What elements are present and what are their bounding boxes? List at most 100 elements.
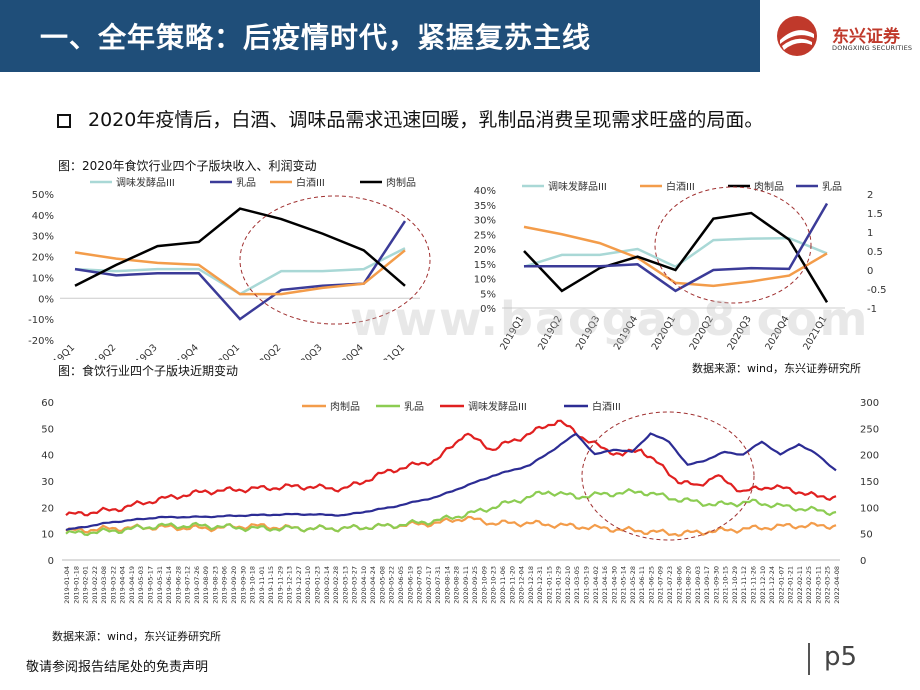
x-tick-label: 2020-08-14 <box>443 566 451 604</box>
x-tick-label: 2019-04-19 <box>128 566 136 604</box>
y2-tick-label: 0.5 <box>867 247 883 258</box>
x-tick-label: 2022-02-25 <box>805 566 813 604</box>
logo-name: 东兴证券 <box>832 27 900 47</box>
chart-quarterly-dual-axis: 40% 35% 30% 25% 20% 15% 10% 5% 0% 2 1.5 1 0.5 0 -0.5 -1… <box>474 180 887 352</box>
x-tick-label: 2021-06-11 <box>638 566 646 604</box>
x-tick-label: 2021-09-03 <box>694 566 702 604</box>
x-tick-label: 2020-06-19 <box>406 566 414 604</box>
x-tick-label: 2020-07-03 <box>416 566 424 604</box>
x-tick-label: 2019-05-17 <box>146 566 154 604</box>
highlight-ellipse <box>581 411 755 541</box>
series-line-1 <box>523 225 828 288</box>
y-tick-label: 5% <box>480 289 496 300</box>
y-tick-label: 15% <box>474 260 496 271</box>
y2-tick-label: 1.5 <box>867 209 883 220</box>
y-tick-label: 60 <box>41 398 54 409</box>
series-line-2 <box>65 419 837 517</box>
x-tick-label: 2019-08-23 <box>211 566 219 604</box>
x-tick-label: 2019-11-29 <box>276 566 284 604</box>
x-tick-label: 2019-10-18 <box>249 566 257 604</box>
y2-tick-label: 0 <box>860 556 866 567</box>
y2-tick-label: 1 <box>867 228 873 239</box>
x-tick-label: 2021-09-30 <box>712 566 720 604</box>
x-tick-label: 2019-06-28 <box>174 566 182 604</box>
x-tick-label: 2019-11-01 <box>258 566 266 604</box>
x-tick-label: 2021-11-26 <box>750 566 758 604</box>
y-tick-label: 40% <box>32 211 54 222</box>
x-tick-label: 2019-01-18 <box>72 566 80 604</box>
x-tick-label: 2019-09-30 <box>239 566 247 604</box>
y-tick-label: 20% <box>32 253 54 264</box>
series-line-2 <box>523 211 829 303</box>
x-tick-label: 2020-12-31 <box>536 566 544 604</box>
y2-tick-label: 300 <box>860 398 879 409</box>
x-tick-label: 2021-08-20 <box>685 566 693 604</box>
legend-label: 肉制品 <box>754 180 784 193</box>
x-tick-label: 2020-10-23 <box>490 566 498 604</box>
x-tick-label: 2019-04-04 <box>119 566 127 604</box>
x-tick-label: 2020-04-10 <box>360 566 368 604</box>
x-tick-label: 2021-09-17 <box>703 566 711 604</box>
legend-label: 乳品 <box>404 400 424 413</box>
x-tick-label: 2019-02-22 <box>91 566 99 604</box>
y-tick-label: 20 <box>41 503 54 514</box>
x-tick-label: 2019Q2 <box>84 342 118 360</box>
legend-label: 调味发酵品III <box>468 400 527 413</box>
y2-tick-label: 200 <box>860 451 879 462</box>
y-tick-label: 30 <box>41 477 54 488</box>
y2-tick-label: 150 <box>860 477 879 488</box>
brand-logo: 东兴证券 DONGXING SECURITIES <box>762 0 920 72</box>
series-line-1 <box>65 488 837 537</box>
y-tick-label: 10 <box>41 530 54 541</box>
legend-label: 乳品 <box>236 176 256 189</box>
x-tick-label: 2020-07-31 <box>434 566 442 604</box>
bullet-text: 2020年疫情后，白酒、调味品需求迅速回暖，乳制品消费呈现需求旺盛的局面。 <box>88 109 764 131</box>
x-tick-label: 2019-07-12 <box>184 566 192 604</box>
y-tick-label: -10% <box>28 315 54 326</box>
series-line-3 <box>74 207 406 287</box>
legend-label: 调味发酵品III <box>116 176 175 189</box>
x-tick-label: 2019Q3 <box>125 342 159 360</box>
x-tick-label: 2020-05-22 <box>388 566 396 604</box>
header-bar: 一、全年策略：后疫情时代，紧握复苏主线 <box>0 0 760 72</box>
watermark: www.baogao8.com <box>350 292 870 346</box>
x-tick-label: 2020Q3 <box>290 342 324 360</box>
chart-recent-trend: 60504030201003002502001501005002019-01-0… <box>41 398 879 604</box>
y-tick-label: 0% <box>38 294 54 305</box>
x-tick-label: 2019-05-31 <box>156 566 164 604</box>
highlight-ellipse <box>239 195 431 325</box>
y2-tick-label: 0 <box>867 266 873 277</box>
x-tick-label: 2021-05-14 <box>620 566 628 604</box>
series-line-2 <box>74 249 406 296</box>
x-tick-label: 2019-02-01 <box>82 566 90 604</box>
legend-label: 白酒III <box>666 180 695 193</box>
x-tick-label: 2021-12-10 <box>759 566 767 604</box>
x-tick-label: 2021-03-19 <box>583 566 591 604</box>
y-tick-label: 50% <box>32 190 54 201</box>
y-tick-label: 30% <box>32 232 54 243</box>
x-tick-label: 2021-07-23 <box>666 566 674 604</box>
x-tick-label: 2021-11-12 <box>740 566 748 604</box>
chart1-caption: 图：2020年食饮行业四个子版块收入、利润变动 <box>58 159 317 173</box>
series-line-0 <box>74 247 406 296</box>
x-tick-label: 2021-10-15 <box>722 566 730 604</box>
x-tick-label: 2021-04-16 <box>601 566 609 604</box>
x-tick-label: 2019-03-22 <box>109 566 117 604</box>
y-tick-label: 0 <box>48 556 54 567</box>
y2-tick-label: 250 <box>860 424 879 435</box>
y-tick-label: 35% <box>474 201 496 212</box>
y-tick-label: -20% <box>28 336 54 347</box>
y-tick-label: 30% <box>474 216 496 227</box>
x-tick-label: 2022-04-08 <box>833 566 841 604</box>
series-line-0 <box>523 236 828 269</box>
x-tick-label: 2021-04-02 <box>592 566 600 604</box>
x-tick-label: 2021-08-06 <box>675 566 683 604</box>
x-tick-label: 2022-03-25 <box>824 566 832 604</box>
y-tick-label: 10% <box>474 275 496 286</box>
y2-tick-label: -1 <box>867 304 877 315</box>
x-tick-label: 2022-03-11 <box>814 566 822 604</box>
disclaimer: 敬请参阅报告结尾处的免责声明 <box>26 660 209 675</box>
x-tick-label: 2020-01-23 <box>313 566 321 604</box>
x-tick-label: 2021-06-25 <box>647 566 655 604</box>
legend-label: 白酒III <box>592 400 621 413</box>
